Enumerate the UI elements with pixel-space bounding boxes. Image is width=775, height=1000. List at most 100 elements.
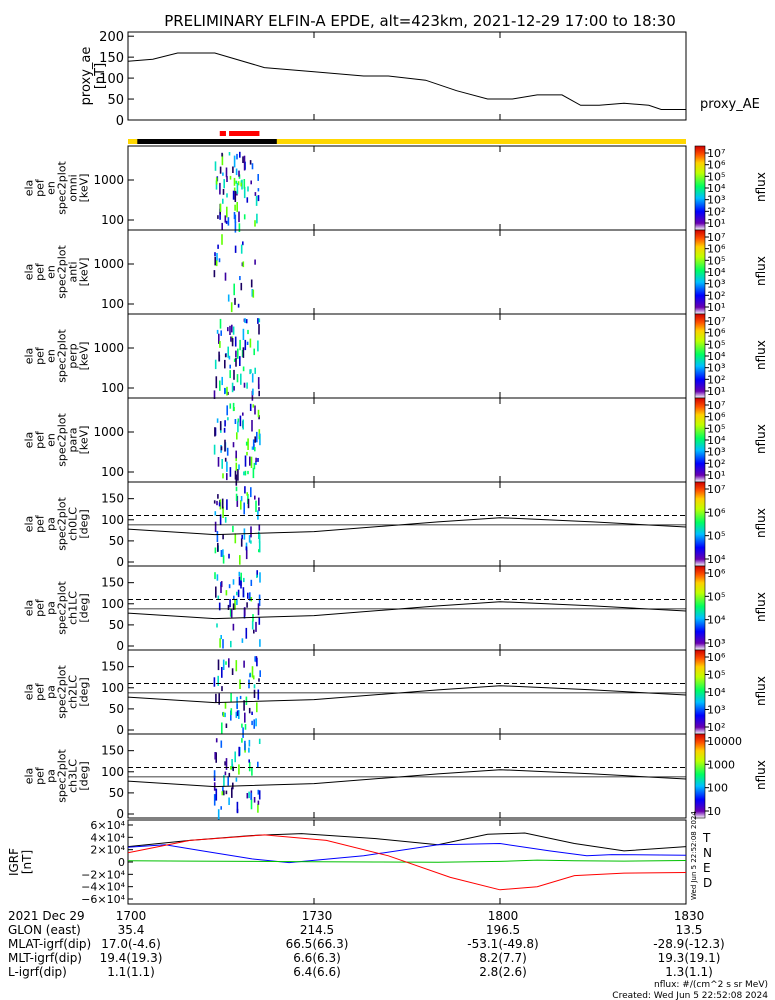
spectrogram-cell [233, 369, 235, 380]
spec-ytick-label: 100 [101, 297, 124, 311]
spectrogram-cell [256, 702, 258, 713]
ae-ytick-label: 100 [99, 72, 124, 87]
spectrogram-cell [229, 608, 232, 617]
spectrogram-cell [244, 318, 246, 323]
ae-ylabel-line: proxy_ae [79, 47, 94, 106]
spectrogram-cell [239, 276, 241, 281]
spectrogram-cell [235, 711, 238, 718]
spectrogram-cell [230, 766, 232, 770]
ae-ytick-label: 200 [99, 30, 124, 45]
spectrogram-cell [224, 353, 227, 358]
spectrogram-cell [220, 446, 223, 451]
xaxis-row-value: 17.0(-4.6) [101, 937, 161, 951]
igrf-ytick-label: 6×10⁴ [90, 819, 125, 832]
spectrogram-cell [258, 594, 261, 606]
spectrogram-cell [252, 439, 255, 450]
spectrogram-cell [235, 777, 238, 782]
spectrogram-cell [230, 710, 232, 721]
spectrogram-cell [225, 758, 228, 770]
spectrogram-cell [229, 599, 231, 608]
pa-panel-frame [127, 733, 687, 819]
spectrogram-cell [246, 382, 248, 389]
spectrogram-cell [251, 767, 253, 776]
spectrogram-cell [229, 364, 231, 369]
colorbar-tick-label: 10³ [707, 637, 725, 650]
spectrogram-cell [221, 791, 224, 796]
spectrogram-cell [249, 673, 251, 678]
spectrogram-cell [244, 740, 246, 751]
spectrogram-cell [251, 373, 254, 383]
spectrogram-cell [243, 577, 245, 583]
spectrogram-cell [237, 421, 239, 433]
panel-ylabel-line: [keV] [78, 258, 91, 287]
spectrogram-cell [225, 661, 227, 665]
spectrogram-cell [250, 540, 252, 544]
ae-legend: proxy_AE [700, 97, 760, 112]
spectrogram-cell [259, 670, 261, 677]
xaxis-row-value: 1830 [674, 909, 705, 923]
spectrogram-cell [246, 793, 249, 799]
igrf-series-T [127, 832, 687, 852]
spectrogram-cell [215, 693, 217, 703]
igrf-ytick-label: 0 [118, 856, 125, 869]
spectrogram-cell [251, 420, 253, 432]
colorbar-tick-label: 10⁵ [707, 590, 725, 603]
spectrogram-cell [219, 166, 222, 174]
spectrogram-cell [221, 686, 223, 692]
colorbar [694, 649, 706, 735]
spectrogram-cell [213, 500, 216, 504]
spectrogram-cell [232, 579, 235, 585]
colorbar-tick-label: 10⁵ [707, 669, 725, 682]
pa-ytick-label: 0 [116, 639, 124, 653]
colorbar-tick-label: 100 [707, 782, 728, 795]
igrf-ytick-label: −4×10⁴ [81, 881, 125, 894]
spectrogram-cell [243, 155, 246, 164]
spectrogram-cell [232, 603, 235, 610]
spectrogram-cell [224, 420, 226, 427]
spectrogram-cell [241, 262, 244, 267]
xaxis-row-value: 8.2(7.7) [479, 951, 527, 965]
pa-ytick-label: 100 [101, 513, 124, 527]
panel-ylabel-line: pef [34, 766, 47, 785]
spectrogram-cell [229, 403, 232, 409]
spectrogram-cell [245, 547, 248, 560]
spectrogram-cell [239, 415, 242, 427]
xaxis-row-value: 13.5 [676, 923, 703, 937]
spectrogram-cell [236, 495, 239, 507]
colorbar-tick-label: 10² [707, 289, 725, 302]
spectrogram-cell [220, 740, 223, 748]
spectrogram-cell [235, 450, 237, 459]
spectrogram-cell [239, 679, 241, 689]
spectrogram-cell [255, 500, 257, 512]
spectrogram-cell [252, 388, 254, 396]
spectrogram-cell [240, 182, 242, 187]
spectrogram-cell [235, 455, 237, 462]
spectrogram-cell [221, 222, 223, 230]
spectrogram-cell [245, 441, 248, 446]
spectrogram-cell [239, 339, 241, 351]
spectrogram-cell [248, 739, 251, 747]
panel-ylabel-line: pef [34, 514, 47, 533]
spectrogram-cell [243, 382, 246, 388]
spectrogram-cell [236, 598, 238, 605]
spectrogram-cell [227, 346, 229, 358]
panel-ylabel-line: spec2plot [56, 161, 69, 215]
panel-ylabel-line: pef [34, 262, 47, 281]
colorbar-tick-label: 10⁴ [707, 686, 726, 699]
panel-ylabel-line: ela [23, 348, 36, 365]
spectrogram-cell [246, 492, 248, 496]
spectrogram-cell [216, 418, 219, 423]
pa-ytick-label: 100 [101, 765, 124, 779]
spectrogram-cell [244, 607, 246, 616]
spectrogram-cell [237, 418, 240, 423]
spectrogram-cell [215, 180, 218, 190]
spectrogram-cell [227, 327, 229, 332]
spectrogram-cell [233, 177, 236, 186]
spectrogram-cell [235, 486, 238, 492]
panel-ylabel-line: ch0LC [67, 507, 80, 541]
spectrogram-cell [214, 427, 216, 437]
spectrogram-cell [238, 710, 240, 719]
spectrogram-cell [243, 161, 246, 171]
colorbar-tick-label: 10⁶ [707, 243, 726, 256]
